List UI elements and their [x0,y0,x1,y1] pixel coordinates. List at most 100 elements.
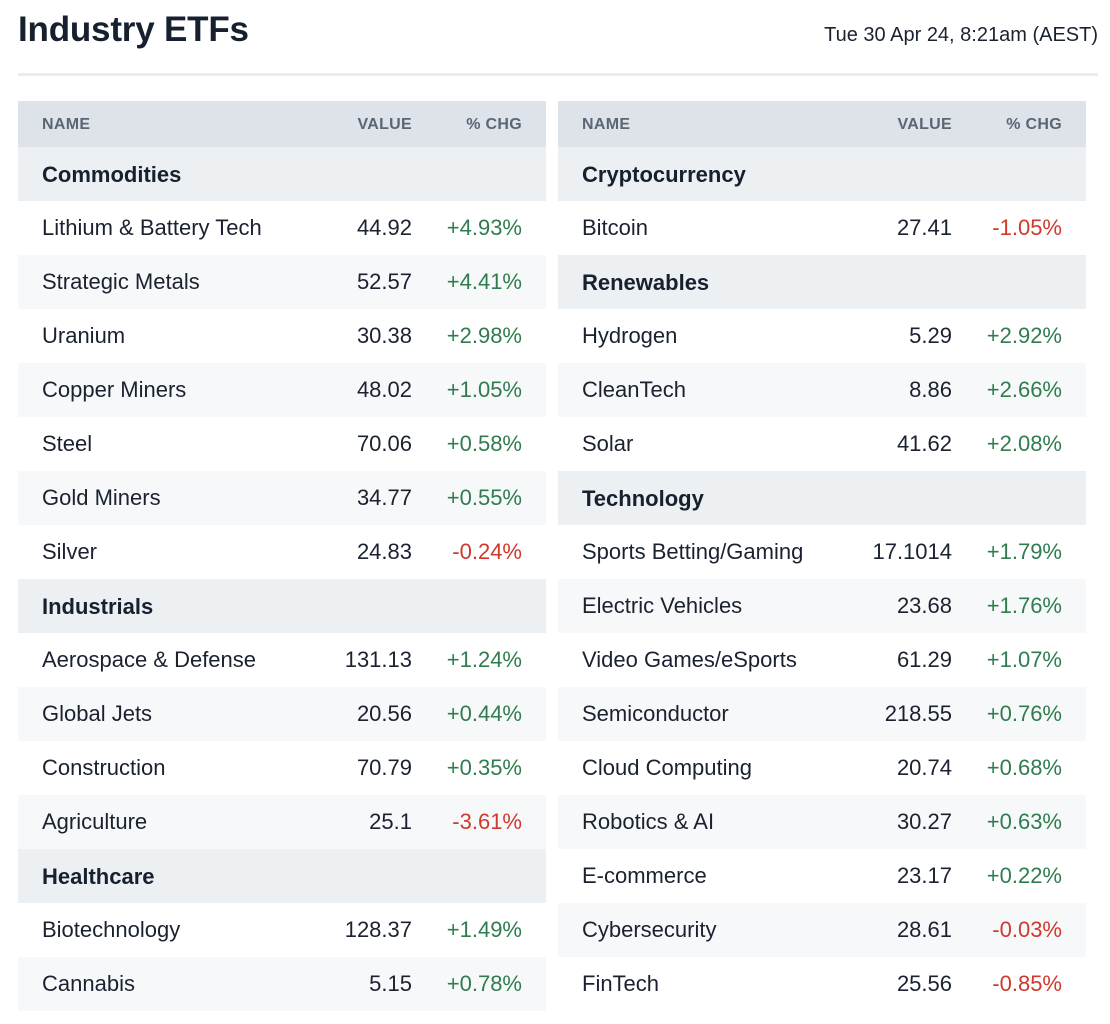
etf-name[interactable]: Electric Vehicles [582,593,743,618]
etf-name[interactable]: Video Games/eSports [582,647,797,672]
etf-name[interactable]: Aerospace & Defense [42,647,257,672]
etf-name[interactable]: Hydrogen [582,323,678,348]
etf-value: 30.27 [896,809,952,834]
table-row[interactable]: Solar 41.62 +2.08% [558,417,1086,471]
etf-value: 17.1014 [872,539,952,564]
column-header-value[interactable]: VALUE [357,116,412,133]
etf-change: +0.35% [446,755,522,780]
etf-name[interactable]: Copper Miners [42,377,187,402]
etf-name[interactable]: Bitcoin [582,215,649,240]
table-row[interactable]: E-commerce 23.17 +0.22% [558,849,1086,903]
etf-value: 48.02 [356,377,412,402]
etf-name[interactable]: Cybersecurity [582,917,717,942]
table-row[interactable]: Lithium & Battery Tech 44.92 +4.93% [18,201,546,255]
etf-value: 30.38 [356,323,412,348]
etf-change: -0.03% [992,917,1062,942]
table-row[interactable]: Copper Miners 48.02 +1.05% [18,363,546,417]
table-row[interactable]: FinTech 25.56 -0.85% [558,957,1086,1011]
etf-change: +0.68% [986,755,1062,780]
etf-name[interactable]: Silver [42,539,98,564]
etf-change: +1.24% [446,647,522,672]
etf-value: 24.83 [356,539,412,564]
table-row[interactable]: Hydrogen 5.29 +2.92% [558,309,1086,363]
right-table: NAME VALUE % CHG Cryptocurrency Bitcoin 27… [558,101,1086,1011]
etf-change: +0.22% [986,863,1062,888]
etf-change: +1.05% [446,377,522,402]
table-row[interactable]: Cloud Computing 20.74 +0.68% [558,741,1086,795]
page-title: Industry ETFs [18,10,249,49]
etf-change: -1.05% [992,215,1062,240]
etf-name[interactable]: Semiconductor [582,701,729,726]
table-row[interactable]: Agriculture 25.1 -3.61% [18,795,546,849]
etf-name[interactable]: FinTech [582,971,660,996]
etf-name[interactable]: Steel [42,431,93,456]
etf-name[interactable]: Robotics & AI [582,809,715,834]
etf-value: 34.77 [356,485,412,510]
category-label: Cryptocurrency [582,162,746,187]
etf-change: +0.76% [986,701,1062,726]
table-header: NAME VALUE % CHG [558,101,1086,147]
table-row[interactable]: Electric Vehicles 23.68 +1.76% [558,579,1086,633]
etf-name[interactable]: Construction [42,755,166,780]
etf-name[interactable]: Cloud Computing [582,755,752,780]
column-header-name[interactable]: NAME [582,116,631,133]
category-header: Cryptocurrency [558,147,1086,201]
etf-value: 44.92 [356,215,412,240]
category-header: Technology [558,471,1086,525]
table-row[interactable]: Aerospace & Defense 131.13 +1.24% [18,633,546,687]
table-row[interactable]: Semiconductor 218.55 +0.76% [558,687,1086,741]
etf-change: +4.93% [446,215,522,240]
etf-name[interactable]: Cannabis [42,971,135,996]
etf-name[interactable]: Gold Miners [42,485,161,510]
table-row[interactable]: Bitcoin 27.41 -1.05% [558,201,1086,255]
etf-name[interactable]: Biotechnology [42,917,181,942]
left-table: NAME VALUE % CHG Commodities Lithium & Ba… [18,101,546,1011]
etf-change: +0.55% [446,485,522,510]
column-header-name[interactable]: NAME [42,116,91,133]
table-row[interactable]: Silver 24.83 -0.24% [18,525,546,579]
column-header-value[interactable]: VALUE [897,116,952,133]
etf-name[interactable]: Agriculture [42,809,148,834]
etf-change: +0.58% [446,431,522,456]
etf-name[interactable]: CleanTech [582,377,686,402]
table-row[interactable]: Video Games/eSports 61.29 +1.07% [558,633,1086,687]
etf-name[interactable]: E-commerce [582,863,707,888]
table-row[interactable]: Cannabis 5.15 +0.78% [18,957,546,1011]
table-row[interactable]: Uranium 30.38 +2.98% [18,309,546,363]
table-row[interactable]: Robotics & AI 30.27 +0.63% [558,795,1086,849]
etf-name[interactable]: Global Jets [42,701,153,726]
table-row[interactable]: Biotechnology 128.37 +1.49% [18,903,546,957]
etf-value: 61.29 [896,647,952,672]
etf-change: +4.41% [446,269,522,294]
etf-change: +2.98% [446,323,522,348]
category-label: Commodities [42,162,182,187]
etf-name[interactable]: Strategic Metals [42,269,200,294]
column-header-chg[interactable]: % CHG [1006,116,1062,133]
etf-value: 27.41 [896,215,952,240]
etf-name[interactable]: Lithium & Battery Tech [42,215,262,240]
table-row[interactable]: Gold Miners 34.77 +0.55% [18,471,546,525]
etf-name[interactable]: Uranium [42,323,126,348]
table-header: NAME VALUE % CHG [18,101,546,147]
etf-change: -3.61% [452,809,522,834]
table-row[interactable]: CleanTech 8.86 +2.66% [558,363,1086,417]
etf-name[interactable]: Sports Betting/Gaming [582,539,804,564]
etf-name[interactable]: Solar [582,431,634,456]
table-row[interactable]: Cybersecurity 28.61 -0.03% [558,903,1086,957]
etf-value: 70.79 [356,755,412,780]
table-row[interactable]: Construction 70.79 +0.35% [18,741,546,795]
table-row[interactable]: Global Jets 20.56 +0.44% [18,687,546,741]
table-row[interactable]: Sports Betting/Gaming 17.1014 +1.79% [558,525,1086,579]
table-row[interactable]: Strategic Metals 52.57 +4.41% [18,255,546,309]
etf-change: +1.79% [986,539,1062,564]
header: Industry ETFs Tue 30 Apr 24, 8:21am (AES… [18,0,1098,76]
column-header-chg[interactable]: % CHG [466,116,522,133]
etf-change: +2.92% [986,323,1062,348]
category-header: Healthcare [18,849,546,903]
etf-value: 52.57 [356,269,412,294]
table-row[interactable]: Steel 70.06 +0.58% [18,417,546,471]
etf-value: 70.06 [356,431,412,456]
category-label: Healthcare [42,864,155,889]
category-label: Technology [582,486,704,511]
